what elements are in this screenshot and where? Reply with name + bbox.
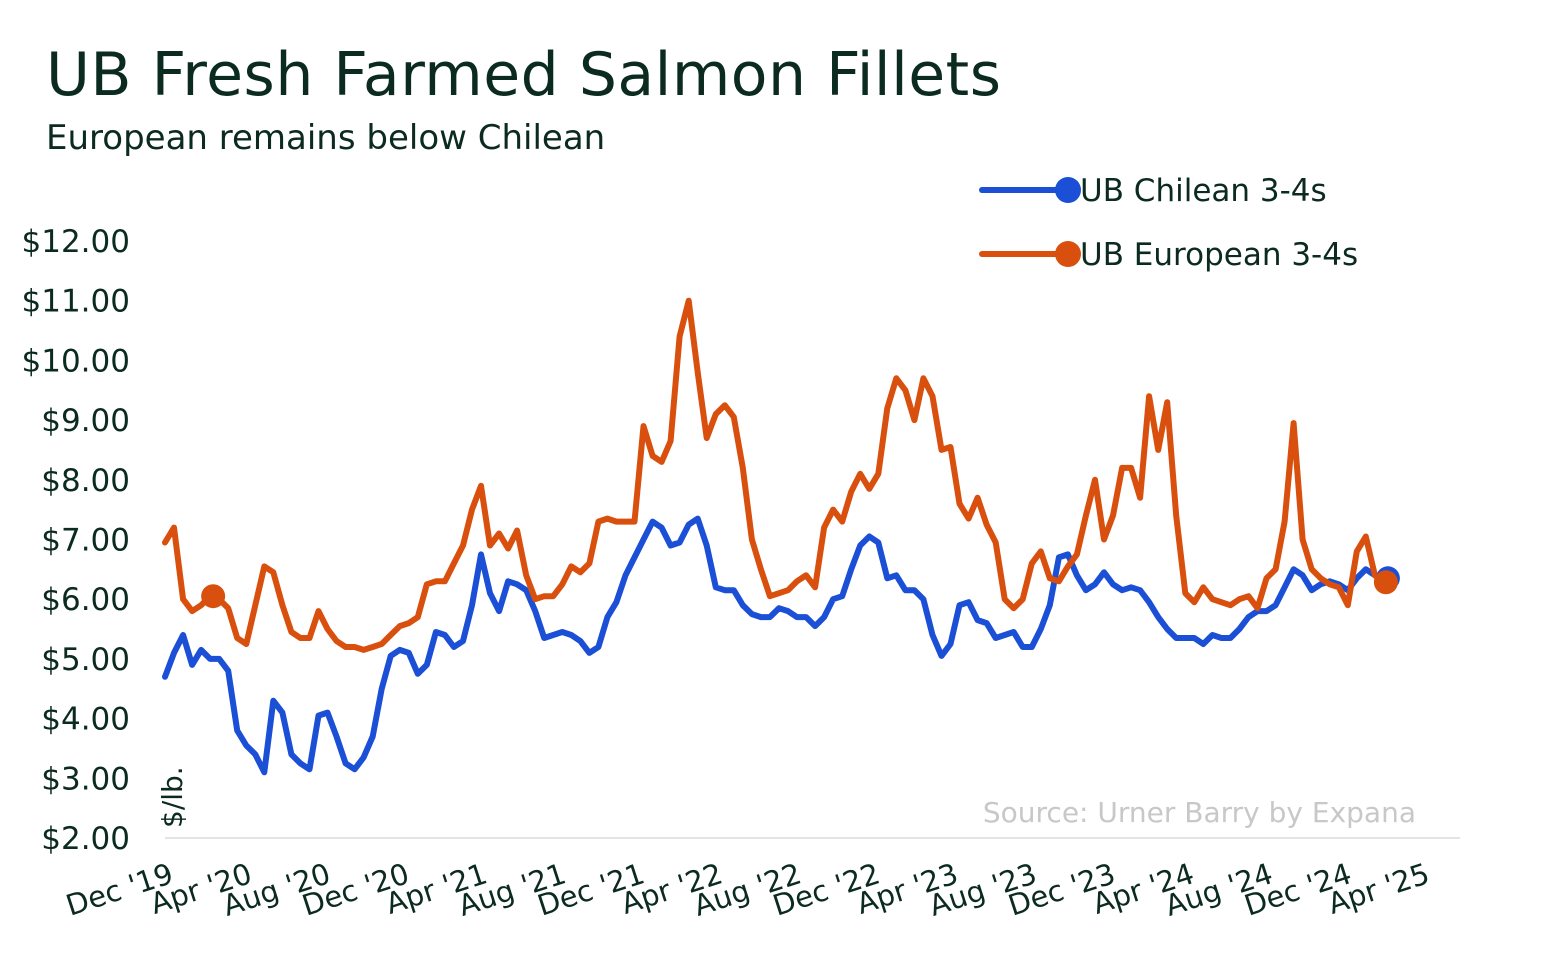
y-axis-ticks: $12.00 $11.00 $10.00 $9.00 $8.00 $7.00 $6.00 $5… xyxy=(22,224,130,857)
y-tick-label: $6.00 xyxy=(41,582,130,618)
y-tick-label: $2.00 xyxy=(41,821,130,857)
series-markers xyxy=(201,566,1400,609)
series-line-european xyxy=(162,297,1387,653)
legend-swatch-dot xyxy=(1055,177,1081,203)
y-axis-label: $/lb. xyxy=(156,766,189,828)
source-note: Source: Urner Barry by Expana xyxy=(983,796,1416,829)
y-tick-label: $12.00 xyxy=(22,224,130,260)
series-lines xyxy=(162,297,1387,776)
y-tick-label: $11.00 xyxy=(22,284,130,320)
legend-swatch-dot xyxy=(1055,241,1081,267)
chart-subtitle: European remains below Chilean xyxy=(46,118,606,158)
chart-title: UB Fresh Farmed Salmon Fillets xyxy=(46,40,1002,110)
y-tick-label: $7.00 xyxy=(41,523,130,559)
european-end-marker xyxy=(1373,570,1398,595)
legend-label: UB European 3-4s xyxy=(1080,237,1358,273)
legend: UB Chilean 3-4s UB European 3-4s xyxy=(979,173,1358,273)
european-start-marker xyxy=(201,584,226,609)
y-tick-label: $8.00 xyxy=(41,463,130,499)
legend-label: UB Chilean 3-4s xyxy=(1080,173,1327,209)
y-tick-label: $9.00 xyxy=(41,403,130,439)
y-tick-label: $4.00 xyxy=(41,702,130,738)
y-tick-label: $5.00 xyxy=(41,642,130,678)
series-line-chilean xyxy=(162,515,1387,776)
y-tick-label: $10.00 xyxy=(22,343,130,379)
y-tick-label: $3.00 xyxy=(41,761,130,797)
